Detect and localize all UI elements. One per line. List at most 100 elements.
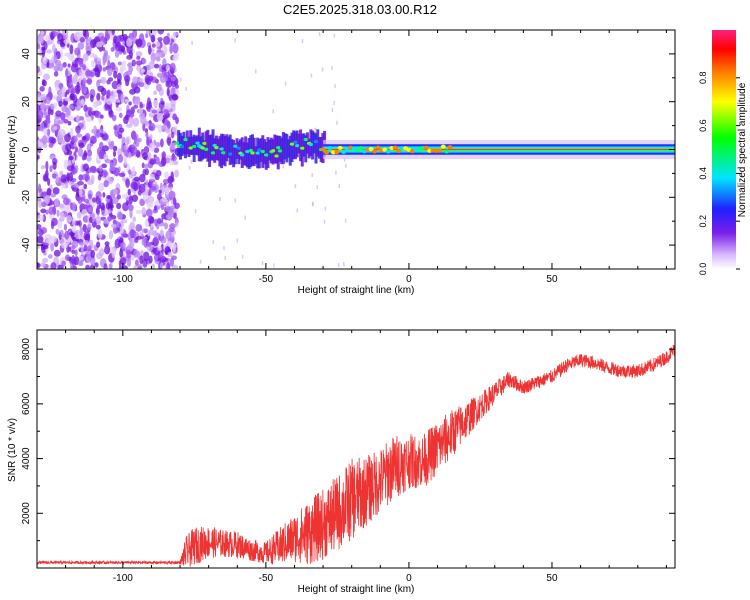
- heatmap-noise-cell: [149, 142, 156, 152]
- heatmap-noise-cell: [120, 45, 126, 53]
- heatmap-noise-cell: [74, 146, 79, 153]
- heatmap-noise-cell: [57, 32, 64, 42]
- heatmap-sparse-cell: [294, 184, 297, 189]
- heatmap-noise-cell: [57, 120, 65, 125]
- heatmap-noise-cell: [55, 86, 60, 92]
- heatmap-noise-cell: [127, 204, 134, 212]
- heatmap-noise-cell: [141, 162, 145, 169]
- heatmap-noise-cell: [128, 169, 132, 175]
- heatmap-signal-cell: [204, 131, 208, 159]
- heatmap-noise-cell: [45, 96, 51, 105]
- heatmap-noise-cell: [71, 202, 77, 212]
- heatmap-signal-blob: [227, 152, 233, 156]
- heatmap-noise-cell: [128, 199, 132, 206]
- heatmap-noise-cell: [151, 263, 156, 269]
- heatmap-sparse-cell: [311, 173, 313, 178]
- heatmap-noise-cell: [108, 143, 114, 150]
- heatmap-signal-cell: [287, 139, 291, 158]
- heatmap-noise-cell: [117, 212, 123, 220]
- heatmap-noise-cell: [41, 135, 48, 145]
- heatmap-noise-cell: [102, 133, 109, 141]
- heatmap-noise-cell: [165, 64, 170, 72]
- heatmap-noise-cell: [37, 154, 40, 160]
- heatmap-noise-cell: [96, 61, 102, 66]
- heatmap-noise-cell: [82, 53, 89, 62]
- colorbar-tick-label: 0.8: [698, 72, 708, 85]
- heatmap-signal-cell: [209, 134, 213, 161]
- heatmap-sparse-cell: [324, 206, 327, 211]
- heatmap-noise-cell: [59, 170, 64, 175]
- heatmap-noise-cell: [166, 136, 172, 147]
- heatmap-noise-cell: [62, 61, 67, 68]
- heatmap-signal-cell: [189, 130, 193, 155]
- heatmap-noise-cell: [82, 86, 87, 95]
- heatmap-x-ticks: -100 -50 0 50: [36, 30, 667, 285]
- snr-x-label: Height of straight line (km): [298, 584, 415, 595]
- heatmap-noise-cell: [95, 195, 100, 205]
- heatmap-noise-cell: [37, 214, 44, 222]
- heatmap-noise-cell: [64, 97, 72, 102]
- heatmap-noise-cell: [46, 128, 51, 137]
- heatmap-noise-cell: [72, 94, 78, 104]
- heatmap-noise-cell: [160, 138, 164, 148]
- heatmap-noise-cell: [138, 81, 145, 88]
- heatmap-noise-cell: [159, 51, 165, 58]
- heatmap-sparse-cell: [191, 40, 193, 45]
- heatmap-band-blob: [327, 146, 333, 151]
- heatmap-noise-cell: [85, 264, 90, 269]
- heatmap-sparse-cell: [321, 67, 324, 72]
- heatmap-noise-cell: [57, 219, 63, 229]
- heatmap-noise-cell: [53, 249, 61, 257]
- heatmap-band-peak: [323, 148, 675, 151]
- heatmap-noise-cell: [145, 241, 152, 247]
- heatmap-band-blob: [344, 148, 350, 153]
- heatmap-sparse-cell: [194, 209, 197, 214]
- heatmap-noise-cell: [101, 163, 108, 169]
- heatmap-band-blob: [392, 145, 398, 150]
- heatmap-noise-cell: [152, 236, 159, 247]
- heatmap-noise-cell: [128, 101, 132, 106]
- heatmap-noise-cell: [107, 59, 111, 69]
- heatmap-noise-cell: [117, 154, 124, 163]
- heatmap-sparse-cell: [261, 261, 264, 266]
- heatmap-noise-cell: [111, 248, 116, 259]
- heatmap-noise-cell: [172, 31, 179, 37]
- heatmap-noise-cell: [145, 179, 149, 184]
- heatmap-noise-cell: [163, 35, 170, 45]
- heatmap-noise-cell: [37, 65, 41, 73]
- heatmap-noise-cell: [60, 178, 67, 183]
- heatmap-signal-blob: [293, 140, 299, 144]
- heatmap-sparse-cell: [343, 157, 346, 162]
- heatmap-noise-cell: [157, 170, 162, 176]
- heatmap-noise-cell: [159, 236, 167, 244]
- heatmap-noise-cell: [73, 142, 77, 148]
- heatmap-noise-cell: [37, 96, 42, 106]
- heatmap-noise-cell: [149, 134, 153, 139]
- heatmap-sparse-cell: [272, 109, 274, 114]
- heatmap-noise-cell: [111, 196, 119, 205]
- heatmap-sparse-cell: [190, 159, 193, 164]
- heatmap-noise-cell: [134, 259, 139, 267]
- heatmap-noise-cell: [141, 228, 149, 233]
- heatmap-noise-cell: [85, 79, 92, 84]
- heatmap-noise-cell: [42, 73, 50, 81]
- heatmap-noise-cell: [37, 262, 41, 269]
- heatmap-noise-cell: [155, 141, 161, 148]
- heatmap-sparse-cell: [323, 219, 326, 224]
- snr-y-label: SNR (10 * v/v): [7, 418, 18, 482]
- heatmap-noise-cell: [157, 37, 163, 42]
- heatmap-sparse-cell: [203, 135, 206, 140]
- heatmap-marks: [37, 30, 675, 269]
- heatmap-noise-cell: [40, 101, 46, 111]
- heatmap-signal-blob: [275, 146, 281, 150]
- heatmap-noise-cell: [167, 251, 173, 258]
- heatmap-noise-cell: [103, 170, 108, 178]
- heatmap-noise-cell: [121, 60, 127, 67]
- heatmap-noise-cell: [170, 131, 175, 139]
- heatmap-band-blob: [447, 145, 453, 150]
- heatmap-sparse-cell: [314, 127, 317, 132]
- heatmap-noise-cell: [147, 215, 154, 224]
- heatmap-signal-blob: [236, 146, 242, 150]
- heatmap-noise-cell: [165, 80, 173, 88]
- heatmap-noise-cell: [78, 142, 85, 149]
